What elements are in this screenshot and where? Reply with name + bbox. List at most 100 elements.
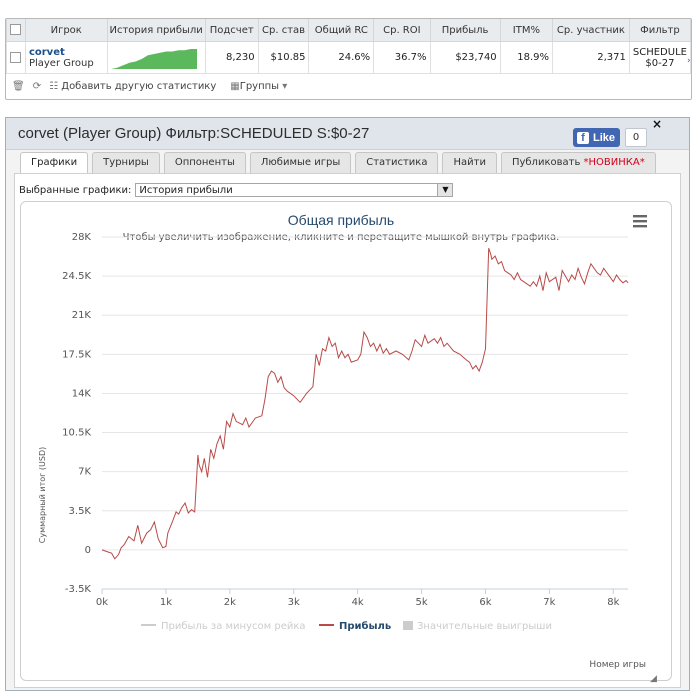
- refresh-icon[interactable]: ⟳: [32, 80, 42, 92]
- y-tick-label: 14K: [72, 388, 92, 399]
- x-tick-label: 5k: [415, 597, 427, 608]
- like-label: Like: [593, 131, 616, 144]
- filter-line-1: SCHEDULE: [632, 46, 687, 58]
- col-profit[interactable]: Прибыль: [429, 19, 501, 42]
- select-all-checkbox-cell[interactable]: [6, 19, 26, 42]
- scroll-right-icon[interactable]: ›: [687, 56, 691, 66]
- avg-roi-cell: 36.7%: [373, 41, 431, 74]
- count-cell: 8,230: [204, 41, 259, 74]
- stats-table-panel: Игрок История прибыли Подсчет Ср. став О…: [5, 18, 692, 100]
- chart-selector-row: Выбранные графики: История прибыли ▼: [19, 183, 454, 197]
- x-tick-label: 6k: [479, 597, 491, 608]
- profit-chart[interactable]: Общая прибыль Чтобы увеличить изображени…: [21, 202, 671, 680]
- x-axis-label: Номер игры: [589, 660, 646, 670]
- add-stat-button[interactable]: ☷ Добавить другую статистику: [49, 81, 216, 92]
- tab-content: Выбранные графики: История прибыли ▼ Общ…: [14, 173, 681, 688]
- col-avg-entrants[interactable]: Ср. участник: [552, 19, 630, 42]
- resize-grip-icon[interactable]: ◢: [650, 674, 657, 684]
- new-badge: *НОВИНКА*: [583, 157, 645, 168]
- x-tick-label: 4k: [352, 597, 364, 608]
- y-tick-label: 0: [85, 545, 91, 556]
- chart-select-value: История прибыли: [139, 185, 233, 196]
- add-icon: ☷: [49, 80, 59, 92]
- legend-item[interactable]: Прибыль за минусом рейка: [161, 621, 306, 632]
- profit-history-sparkline: [110, 48, 197, 69]
- legend-swatch[interactable]: [403, 621, 413, 630]
- y-tick-label: 10.5K: [62, 428, 91, 439]
- tab-tournaments[interactable]: Турниры: [92, 152, 160, 173]
- y-tick-label: 7K: [78, 467, 91, 478]
- like-count: 0: [625, 128, 647, 147]
- profit-cell: $23,740: [429, 41, 501, 74]
- tab-charts[interactable]: Графики: [20, 152, 89, 173]
- col-total-rc[interactable]: Общий RC: [308, 19, 375, 42]
- groups-button[interactable]: ▦Группы ▾: [230, 81, 287, 92]
- x-tick-label: 8k: [607, 597, 619, 608]
- sparkline-area: [110, 48, 197, 69]
- facebook-icon: f: [577, 131, 589, 144]
- row-checkbox[interactable]: [10, 51, 21, 63]
- tab-favorite-games[interactable]: Любимые игры: [249, 152, 352, 173]
- tab-bar: Графики Турниры Оппоненты Любимые игры С…: [20, 152, 656, 173]
- y-tick-label: 3.5K: [69, 506, 92, 517]
- y-tick-label: -3.5K: [65, 584, 92, 595]
- tab-publish-label: Публиковать: [511, 157, 584, 168]
- table-row[interactable]: corvet Player Group 8,230 $10.85 24.6% 3…: [6, 41, 692, 74]
- select-all-checkbox[interactable]: [10, 24, 22, 36]
- avg-stake-cell: $10.85: [257, 41, 310, 74]
- hamburger-menu-icon[interactable]: [633, 215, 647, 228]
- player-group-label: Player Group: [28, 57, 94, 69]
- tab-statistics[interactable]: Статистика: [355, 152, 439, 173]
- filter-line-2: $0-27: [645, 57, 675, 69]
- y-tick-label: 17.5K: [62, 349, 91, 360]
- trash-icon[interactable]: 🗑: [12, 80, 25, 92]
- player-panel: corvet (Player Group) Фильтр:SCHEDULED S…: [5, 117, 690, 691]
- tab-search[interactable]: Найти: [442, 152, 497, 173]
- x-tick-label: 0k: [96, 597, 108, 608]
- y-tick-label: 24.5K: [62, 271, 91, 282]
- stats-header-row: Игрок История прибыли Подсчет Ср. став О…: [6, 19, 692, 42]
- y-tick-label: 28K: [72, 232, 92, 243]
- y-axis-label: Суммарный итог (USD): [38, 447, 47, 544]
- y-tick-label: 21K: [72, 310, 92, 321]
- itm-cell: 18.9%: [499, 41, 554, 74]
- x-tick-label: 1k: [160, 597, 172, 608]
- col-player[interactable]: Игрок: [24, 19, 108, 42]
- groups-label: Группы: [239, 80, 280, 92]
- chart-container[interactable]: Общая прибыль Чтобы увеличить изображени…: [20, 201, 672, 681]
- chart-select-label: Выбранные графики:: [19, 184, 132, 196]
- chevron-down-icon[interactable]: ▼: [437, 184, 453, 196]
- stats-footer-toolbar: 🗑 ⟳ ☷ Добавить другую статистику ▦Группы…: [6, 75, 691, 97]
- grid-icon: ▦: [230, 80, 240, 92]
- col-filter[interactable]: Фильтр: [628, 19, 692, 42]
- row-checkbox-cell[interactable]: [6, 41, 26, 74]
- x-tick-label: 7k: [543, 597, 555, 608]
- legend-item[interactable]: Значительные выигрыши: [417, 621, 552, 632]
- player-name-link[interactable]: corvet: [28, 46, 65, 58]
- avg-entrants-cell: 2,371: [552, 41, 630, 74]
- col-count[interactable]: Подсчет: [204, 19, 259, 42]
- panel-header: corvet (Player Group) Фильтр:SCHEDULED S…: [6, 117, 689, 150]
- col-avg-stake[interactable]: Ср. став: [257, 19, 310, 42]
- legend-item[interactable]: Прибыль: [339, 620, 391, 632]
- close-icon[interactable]: ×: [652, 117, 663, 131]
- total-rc-cell: 24.6%: [308, 41, 375, 74]
- col-avg-roi[interactable]: Ср. ROI: [373, 19, 431, 42]
- col-itm[interactable]: ITM%: [499, 19, 554, 42]
- player-cell[interactable]: corvet Player Group: [24, 41, 108, 74]
- series-line-profit[interactable]: [101, 248, 629, 560]
- chart-title: Общая прибыль: [288, 212, 394, 228]
- chart-select[interactable]: История прибыли ▼: [135, 183, 454, 197]
- panel-title: corvet (Player Group) Фильтр:SCHEDULED S…: [18, 125, 370, 142]
- filter-cell[interactable]: SCHEDULE $0-27: [628, 41, 692, 74]
- tab-publish[interactable]: Публиковать *НОВИНКА*: [500, 152, 656, 173]
- x-tick-label: 3k: [288, 597, 300, 608]
- profit-history-cell: [106, 41, 206, 74]
- col-profit-history[interactable]: История прибыли: [106, 19, 206, 42]
- add-stat-label: Добавить другую статистику: [61, 80, 217, 92]
- stats-table: Игрок История прибыли Подсчет Ср. став О…: [6, 19, 692, 74]
- chevron-down-icon: ▾: [282, 80, 288, 92]
- facebook-like-button[interactable]: f Like: [573, 128, 620, 147]
- x-tick-label: 2k: [224, 597, 236, 608]
- tab-opponents[interactable]: Оппоненты: [163, 152, 246, 173]
